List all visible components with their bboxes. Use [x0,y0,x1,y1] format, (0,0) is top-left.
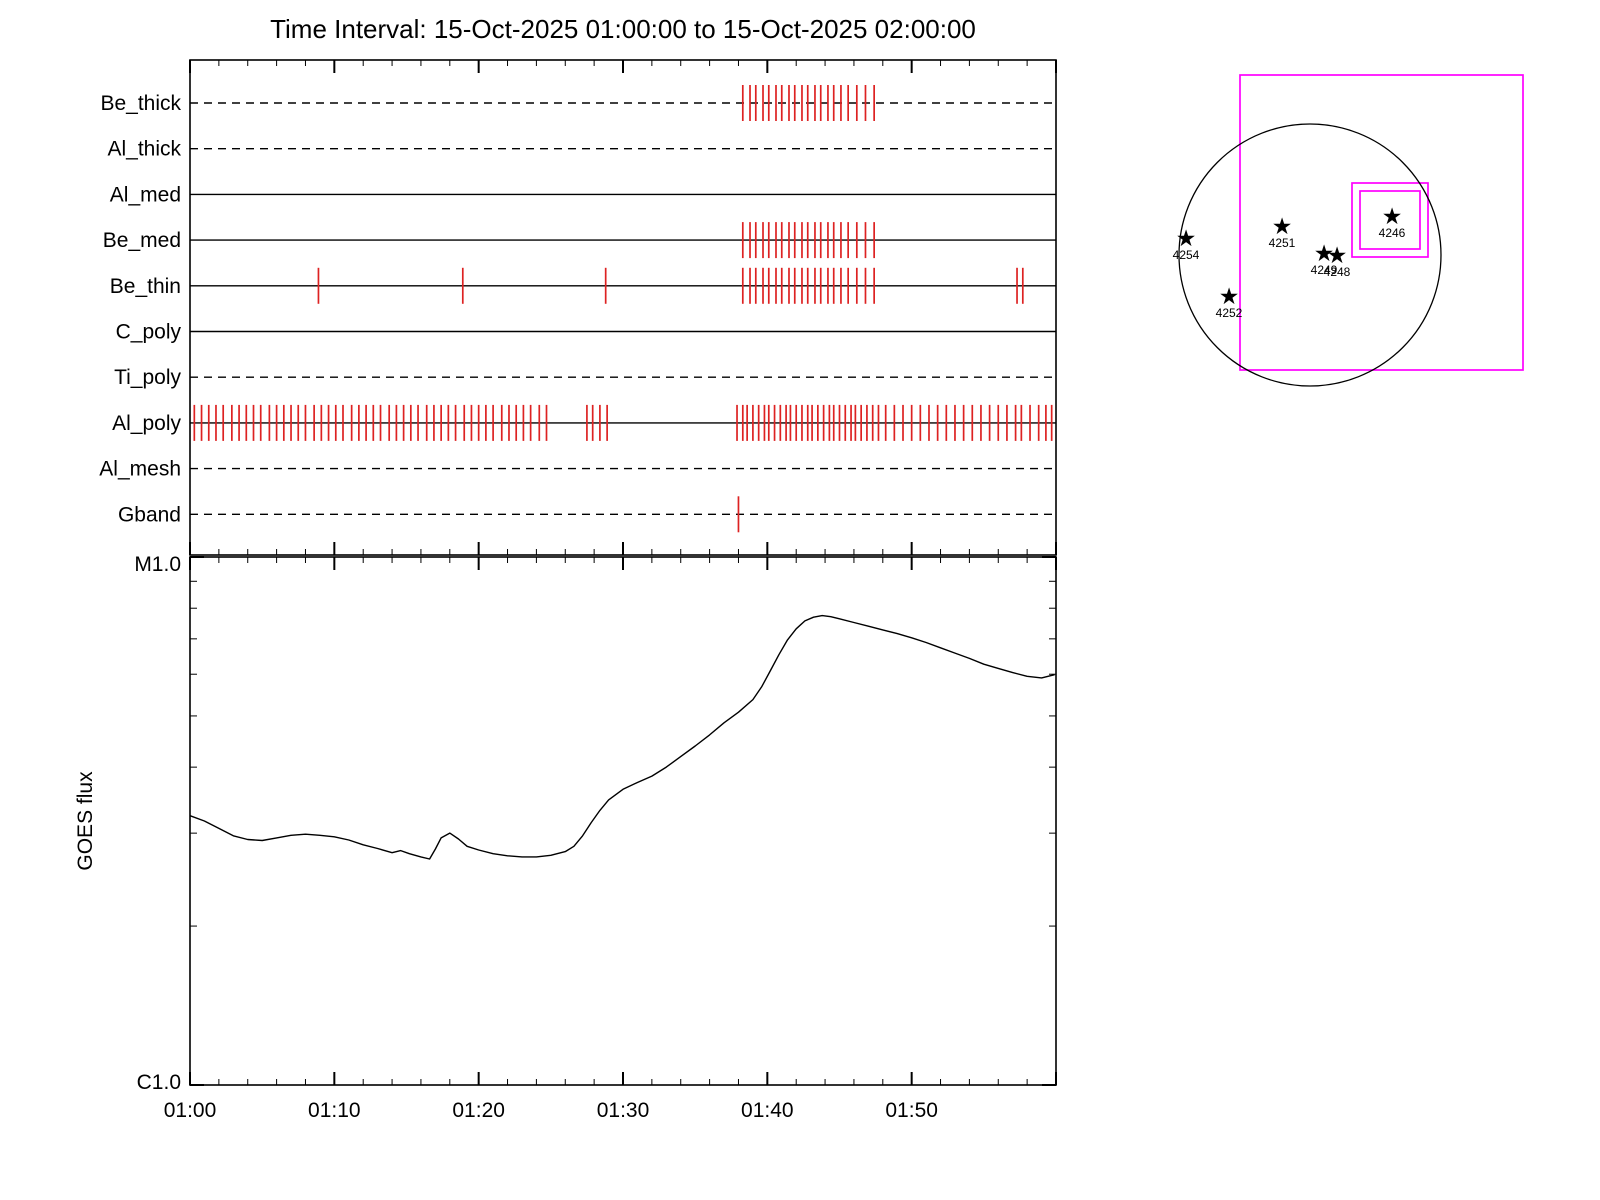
goes-ymin-label: C1.0 [137,1071,181,1094]
filter-label-be_thick: Be_thick [100,92,181,115]
x-tick-label: 01:20 [452,1099,505,1122]
filter-label-gband: Gband [118,503,181,526]
active-region-label-4252: 4252 [1216,306,1243,320]
goes-ymax-label: M1.0 [134,553,181,576]
fov-box-2 [1359,190,1421,250]
solar-disk [1178,123,1442,387]
figure-title: Time Interval: 15-Oct-2025 01:00:00 to 1… [270,14,976,44]
active-region-star-4248: ★ [1327,242,1348,268]
goes-flux-curve [189,614,1055,860]
active-region-label-4251: 4251 [1269,236,1296,250]
filter-label-c_poly: C_poly [116,321,182,344]
filter-label-al_thick: Al_thick [107,138,181,161]
filter-label-be_thin: Be_thin [110,275,181,298]
active-region-label-4254: 4254 [1173,248,1200,262]
active-region-star-4249: ★ [1314,240,1335,266]
goes-panel-frame [189,556,1057,1086]
active-region-star-4246: ★ [1382,203,1403,229]
x-tick-label: 01:30 [597,1099,650,1122]
fov-box-0 [1239,74,1524,371]
filter-label-al_med: Al_med [110,183,181,206]
filter-label-al_mesh: Al_mesh [99,458,181,481]
active-region-star-4252: ★ [1219,283,1240,309]
xrt-panel-frame [189,59,1057,556]
active-region-star-4254: ★ [1176,225,1197,251]
filter-label-ti_poly: Ti_poly [114,366,181,389]
active-region-star-4251: ★ [1272,213,1293,239]
active-region-label-4249: 4249 [1311,263,1338,277]
fov-box-1 [1351,182,1429,258]
filter-label-be_med: Be_med [103,229,181,252]
x-tick-label: 01:50 [885,1099,938,1122]
x-tick-label: 01:40 [741,1099,794,1122]
filter-label-al_poly: Al_poly [112,412,181,435]
active-region-label-4248: 4248 [1324,265,1351,279]
active-region-label-4246: 4246 [1379,226,1406,240]
x-tick-label: 01:00 [164,1099,217,1122]
x-tick-label: 01:10 [308,1099,361,1122]
goes-ylabel: GOES flux [74,771,97,871]
